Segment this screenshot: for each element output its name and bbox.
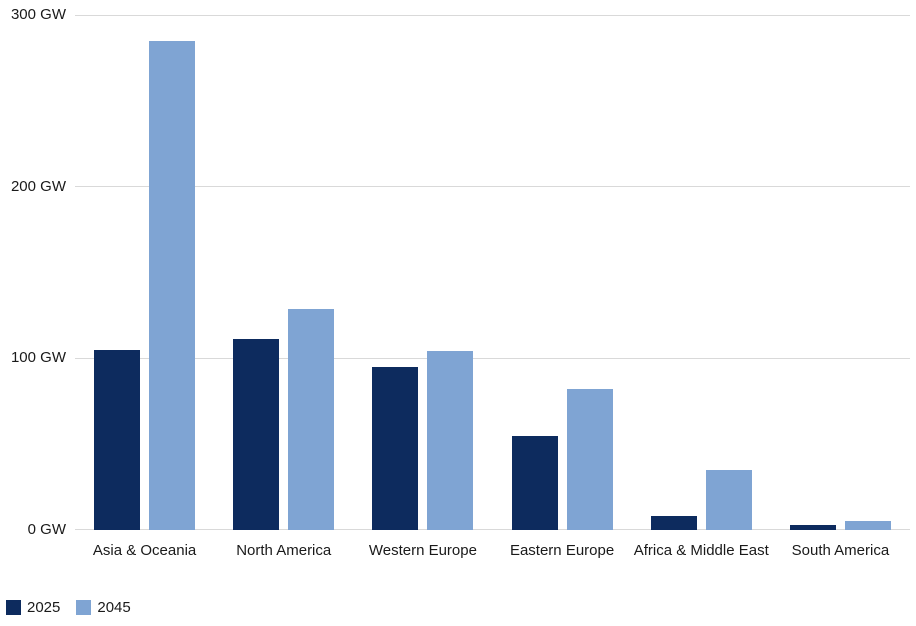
bar-2025-asia-oceania	[94, 349, 141, 530]
bar-pair	[233, 308, 335, 530]
bar-2045-asia-oceania	[149, 40, 196, 530]
bar-2025-western-europe	[372, 366, 419, 530]
y-tick-label: 200 GW	[10, 177, 66, 195]
bar-pair	[511, 389, 613, 530]
plot-area	[75, 14, 910, 530]
x-tick-label: North America	[236, 542, 332, 559]
category-group	[214, 308, 353, 530]
category-group	[632, 469, 771, 530]
bar-pair	[372, 351, 474, 530]
y-tick-label: 0 GW	[27, 521, 66, 538]
category-group	[353, 351, 492, 530]
gridline	[75, 357, 910, 359]
legend-label: 2045	[97, 599, 131, 616]
legend-item-2045: 2045	[76, 599, 131, 616]
bar-pair	[789, 521, 891, 530]
bar-2045-south-america	[844, 521, 891, 530]
bar-2045-western-europe	[427, 351, 474, 530]
x-tick-label: Africa & Middle East	[633, 542, 769, 559]
bar-2025-eastern-europe	[511, 435, 558, 530]
bar-2025-africa-middle-east	[650, 516, 697, 530]
bar-2045-africa-middle-east	[705, 469, 752, 530]
y-tick-label: 300 GW	[10, 6, 66, 23]
legend-label: 2025	[27, 599, 61, 616]
category-group	[771, 521, 910, 530]
bar-2025-south-america	[789, 524, 836, 530]
chart-legend: 2025 2045	[6, 599, 131, 616]
gridline	[75, 186, 910, 188]
bar-2025-north-america	[233, 339, 280, 530]
bar-pair	[94, 40, 196, 530]
x-tick-label: Asia & Oceania	[92, 542, 197, 559]
category-group	[493, 389, 632, 530]
gridline	[75, 14, 910, 16]
bar-pair	[650, 469, 752, 530]
legend-swatch-2045	[76, 600, 92, 615]
x-tick-label: South America	[791, 542, 890, 559]
bar-2045-north-america	[288, 308, 335, 530]
x-tick-label: Eastern Europe	[509, 542, 615, 559]
category-group	[75, 40, 214, 530]
legend-item-2025: 2025	[6, 599, 60, 616]
gridline	[75, 529, 910, 530]
y-tick-label: 100 GW	[10, 349, 66, 367]
bar-2045-eastern-europe	[566, 389, 613, 530]
legend-swatch-2025	[6, 600, 21, 615]
x-tick-label: Western Europe	[368, 542, 477, 559]
